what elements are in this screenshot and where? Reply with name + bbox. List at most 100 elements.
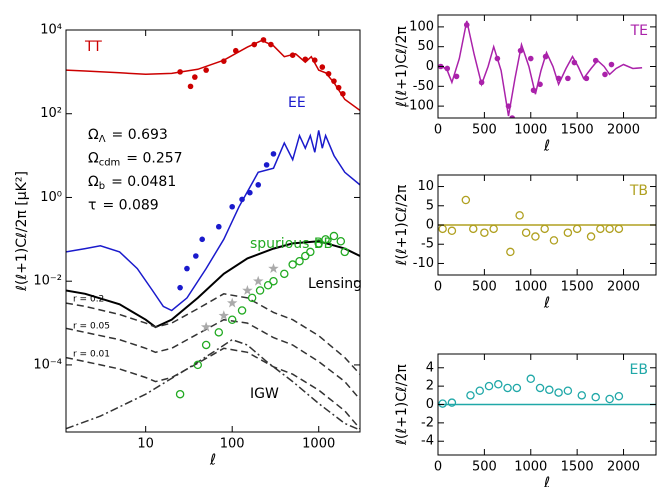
x-tick-label: 2000 — [607, 123, 640, 138]
open-point — [227, 315, 237, 324]
y-axis-label: ℓ(ℓ+1)Cℓ/2π — [394, 184, 410, 266]
series-line — [66, 130, 360, 312]
data-point — [583, 75, 590, 82]
data-point — [335, 84, 342, 91]
y-tick-label: 10⁻⁴ — [33, 357, 62, 372]
x-tick-label: 1000 — [514, 123, 547, 138]
open-point — [301, 251, 310, 261]
open-point — [469, 224, 478, 234]
data-point — [530, 87, 537, 94]
parameter-value: = 0.257 — [126, 151, 182, 167]
open-point — [521, 228, 531, 237]
x-tick-label: 1500 — [561, 123, 594, 138]
parameter-value: = 0.0481 — [111, 174, 176, 190]
axes-frame — [437, 14, 657, 119]
data-point — [232, 47, 239, 54]
data-point — [229, 203, 235, 210]
data-point — [444, 65, 451, 72]
open-point — [255, 286, 265, 295]
open-point — [535, 383, 545, 393]
data-point — [239, 196, 245, 203]
data-point — [251, 41, 258, 48]
y-tick-label: 0 — [426, 218, 434, 233]
data-point — [565, 75, 571, 82]
open-point — [586, 232, 596, 241]
open-point — [438, 224, 447, 234]
open-point — [515, 211, 524, 220]
star-point — [200, 321, 212, 332]
parameter-symbol: Ω — [88, 127, 99, 143]
parameter: Ωcdm = 0.257 — [88, 151, 183, 169]
data-point — [453, 73, 460, 80]
open-point — [489, 224, 498, 234]
data-point — [602, 71, 608, 78]
open-point — [461, 195, 471, 205]
parameter-subscript: b — [99, 181, 105, 192]
x-tick-label: 0 — [434, 123, 442, 138]
data-point — [319, 64, 326, 70]
open-point — [438, 399, 447, 408]
data-point — [542, 53, 549, 60]
open-point — [336, 236, 346, 246]
y-tick-label: -100 — [404, 99, 434, 114]
data-point — [199, 236, 205, 243]
x-tick-label: 2000 — [607, 460, 640, 475]
parameter-subscript: Λ — [99, 134, 106, 145]
data-point — [193, 253, 199, 259]
open-point — [605, 394, 614, 404]
parameter: τ = 0.089 — [88, 198, 159, 214]
data-point — [505, 103, 512, 109]
data-point — [555, 75, 562, 82]
y-tick-label: 5 — [426, 198, 434, 213]
axes-frame — [65, 29, 361, 433]
open-point — [480, 228, 489, 237]
open-point — [614, 391, 624, 401]
open-point — [591, 392, 600, 402]
open-point — [280, 269, 289, 279]
series-label: spurious BB — [250, 236, 333, 252]
open-point — [614, 224, 624, 234]
series-label: r = 0.2 — [73, 295, 104, 305]
x-tick-label: 1000 — [302, 437, 335, 452]
y-tick-label: 10⁻² — [33, 274, 62, 289]
x-tick-label: 1000 — [514, 280, 547, 295]
series-line — [66, 347, 360, 430]
data-point — [177, 69, 183, 75]
open-point — [306, 247, 315, 257]
data-point — [215, 223, 222, 230]
open-point — [531, 232, 540, 241]
data-point — [247, 189, 253, 196]
open-point — [288, 260, 297, 269]
open-point — [526, 374, 536, 384]
open-point — [540, 224, 549, 234]
open-point — [512, 383, 522, 393]
y-tick-label: -10 — [413, 256, 434, 271]
open-point — [475, 386, 484, 395]
data-point — [221, 58, 227, 64]
data-point — [608, 61, 615, 68]
x-axis-label: ℓ — [543, 137, 550, 155]
star-point — [218, 310, 229, 321]
open-point — [466, 391, 475, 400]
open-point — [321, 235, 330, 244]
panel-title: EB — [630, 362, 648, 378]
open-point — [506, 247, 515, 257]
y-tick-label: 10⁴ — [40, 23, 62, 38]
data-point — [517, 47, 524, 54]
y-tick-label: 100 — [409, 19, 434, 34]
plot-area — [438, 374, 656, 408]
open-point — [577, 391, 587, 400]
data-point — [184, 265, 190, 272]
series-line — [66, 39, 360, 112]
plot-area — [438, 195, 656, 257]
y-tick-label: 10 — [417, 179, 434, 194]
data-point — [289, 52, 296, 59]
data-point — [537, 81, 543, 88]
x-tick-label: 0 — [434, 280, 442, 295]
x-tick-label: 1500 — [561, 280, 594, 295]
data-point — [571, 59, 578, 66]
parameter-value: = 0.089 — [102, 198, 158, 214]
open-point — [503, 383, 512, 393]
data-point — [527, 55, 534, 62]
open-point — [237, 306, 247, 315]
